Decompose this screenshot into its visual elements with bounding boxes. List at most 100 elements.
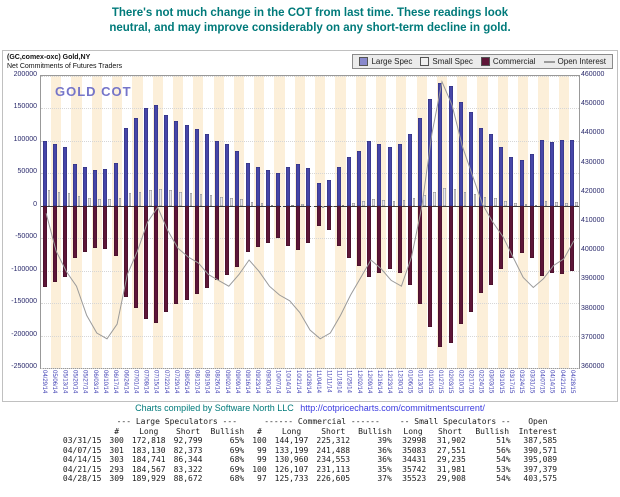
large-spec-bar: [448, 85, 453, 206]
table-cell: 53%: [496, 464, 511, 474]
large-spec-bar: [62, 147, 67, 206]
commercial-bar: [103, 205, 108, 250]
x-axis-tick: 06/17/14: [112, 370, 119, 394]
large-spec-bar: [184, 124, 189, 206]
x-axis-tick: 02/24/15: [477, 370, 484, 394]
table-column-header: Interest: [518, 426, 558, 436]
small-spec-bar: [240, 199, 243, 206]
large-spec-bar: [194, 129, 199, 206]
small-spec-bar: [250, 201, 254, 206]
x-axis-tick: 07/15/14: [152, 370, 159, 394]
table-cell: 69%: [229, 464, 245, 474]
large-spec-bar: [72, 163, 77, 206]
commercial-bar: [83, 205, 88, 253]
commercial-bar: [42, 205, 47, 287]
large-spec-bar: [52, 144, 57, 206]
x-axis-tick: 09/16/14: [244, 370, 251, 394]
credit-text: Charts compiled by Software North LLC: [135, 403, 294, 413]
x-axis-tick: 08/26/14: [213, 370, 220, 394]
small-spec-bar: [504, 200, 507, 206]
small-spec-bar: [463, 191, 467, 206]
commercial-bar: [570, 205, 575, 272]
y-axis-tick-left: 50000: [17, 168, 37, 176]
table-cell: 34431: [402, 455, 427, 464]
table-cell: 303: [109, 455, 124, 464]
large-spec-bar: [418, 118, 423, 206]
large-spec-bar: [367, 140, 372, 206]
commercial-bar: [448, 205, 453, 343]
large-spec-bar: [519, 160, 524, 206]
y-axis-tick-right: 390000: [581, 275, 605, 283]
credit: Charts compiled by Software North LLC ht…: [0, 403, 620, 413]
large-spec-bar: [438, 82, 443, 206]
x-axis-tick: 09/23/14: [254, 370, 261, 394]
table-row: 03/31/15 300 172,818 92,799 65% 100 144,197 225…: [59, 436, 561, 446]
x-axis-tick: 12/23/14: [386, 370, 393, 394]
x-axis-tick: 04/07/15: [538, 370, 545, 394]
y-axis-tick-right: 420000: [581, 187, 605, 195]
x-axis-tick: 08/19/14: [203, 370, 210, 394]
x-axis-tick: 10/07/14: [274, 370, 281, 394]
commercial-bar: [367, 205, 372, 278]
x-axis-tick: 02/03/15: [447, 370, 454, 394]
table-group-header: Open: [528, 417, 548, 426]
commercial-bar: [123, 205, 128, 297]
table-column-header: Short: [321, 426, 346, 436]
legend-item: Open Interest: [543, 57, 606, 66]
large-spec-bar: [336, 166, 341, 206]
table-cell: 403,575: [523, 474, 558, 483]
large-spec-bar: [407, 134, 412, 206]
commentary-line1: There's not much change in the COT from …: [111, 7, 509, 19]
small-spec-bar: [352, 202, 355, 206]
commercial-bar: [347, 205, 352, 258]
x-axis-tick: 05/27/14: [81, 370, 88, 394]
large-spec-bar: [478, 127, 483, 206]
x-axis-tick: 04/14/15: [548, 370, 555, 394]
x-axis-tick: 11/11/14: [325, 370, 332, 393]
x-axis-tick: 03/10/15: [497, 370, 504, 394]
x-axis-tick: 06/10/14: [102, 370, 108, 394]
small-spec-bar: [149, 189, 152, 206]
table-cell: 36%: [377, 455, 392, 464]
x-axis-tick: 09/02/14: [223, 370, 230, 394]
table-cell: 226,605: [316, 474, 351, 483]
table-cell: 69%: [229, 445, 245, 455]
y-axis-tick-left: -50000: [15, 233, 37, 241]
large-spec-bar: [245, 163, 250, 206]
small-spec-bar: [565, 203, 568, 206]
x-axis-tick: 02/10/15: [457, 370, 464, 394]
small-spec-bar: [443, 187, 446, 206]
commercial-bar: [215, 205, 220, 280]
legend-label: Small Spec: [432, 57, 473, 66]
x-axis-tick: 07/29/14: [173, 370, 179, 394]
chart-subtitle: Net Commitments of Futures Traders: [7, 63, 123, 70]
table-cell: 99: [257, 455, 267, 464]
cot-table: --- Large Speculators --- ------ Commerci…: [59, 417, 561, 484]
commercial-bar: [194, 205, 199, 294]
commentary: There's not much change in the COT from …: [0, 6, 620, 36]
small-spec-bar: [483, 196, 487, 206]
table-column-header-row: # Long Short Bullish # Long Short Bullish Long Sh…: [59, 427, 561, 437]
table-cell: 82,373: [173, 445, 203, 455]
large-spec-bar: [539, 140, 544, 206]
large-spec-bar: [255, 166, 260, 206]
x-axis-tick: 09/30/14: [264, 370, 271, 394]
table-cell: 39%: [377, 436, 392, 445]
x-axis-tick: 06/24/14: [122, 370, 129, 394]
large-spec-bar: [489, 134, 494, 206]
table-cell: 395,089: [523, 455, 558, 464]
credit-link[interactable]: http://cotpricecharts.com/commitmentscur…: [300, 403, 485, 413]
table-column-header: [59, 427, 106, 437]
table-cell: 29,235: [436, 455, 466, 464]
large-spec-bar: [83, 166, 88, 206]
y-axis-tick-right: 400000: [581, 246, 605, 254]
small-spec-bar: [118, 198, 122, 206]
table-cell: 130,960: [274, 455, 309, 464]
table-column-header: #: [257, 426, 262, 436]
small-spec-bar: [280, 205, 284, 207]
table-group-header: ------ Commercial ------: [264, 417, 380, 426]
y-axis-tick-right: 430000: [581, 158, 605, 166]
large-spec-bar: [275, 173, 280, 206]
commercial-bar: [133, 205, 138, 308]
x-axis-tick: 08/05/14: [183, 370, 190, 394]
